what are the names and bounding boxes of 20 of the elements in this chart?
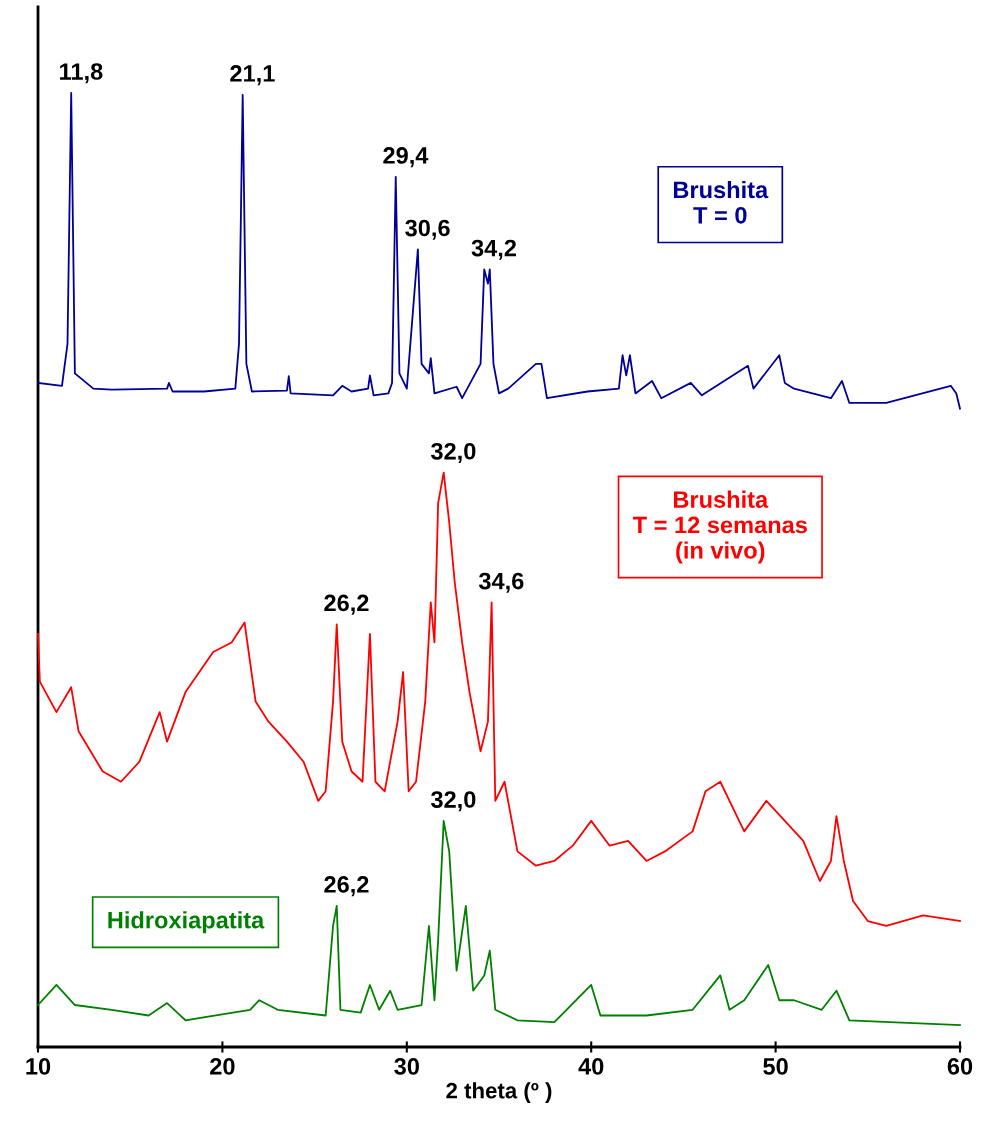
text: Brushita T = 0: [673, 180, 769, 224]
annotation: 32,0: [430, 442, 476, 464]
x-tick-label: 40: [578, 1058, 604, 1075]
annotation: 30,6: [405, 219, 450, 240]
x-axis-title: 2 theta (º ): [446, 1082, 552, 1103]
annotation: 26,2: [324, 594, 369, 615]
x-tick-label: 50: [763, 1058, 788, 1075]
annotation: 29,4: [383, 147, 429, 168]
text: Brushita T = 12 semanas (in vivo): [632, 490, 807, 564]
annotation: 32,0: [430, 791, 476, 812]
x-tick-label: 10: [26, 1058, 51, 1075]
annotation: 11,8: [60, 63, 103, 84]
annotation: 34,2: [471, 239, 516, 260]
text: Hidroxiapatita: [108, 911, 265, 934]
x-tick-label: 20: [210, 1058, 235, 1075]
x-tick-label: 30: [394, 1058, 419, 1075]
annotation: 21,1: [230, 65, 275, 86]
x-tick-label: 60: [947, 1058, 973, 1075]
annotation: 26,2: [324, 876, 369, 897]
annotation: 34,6: [478, 572, 524, 593]
